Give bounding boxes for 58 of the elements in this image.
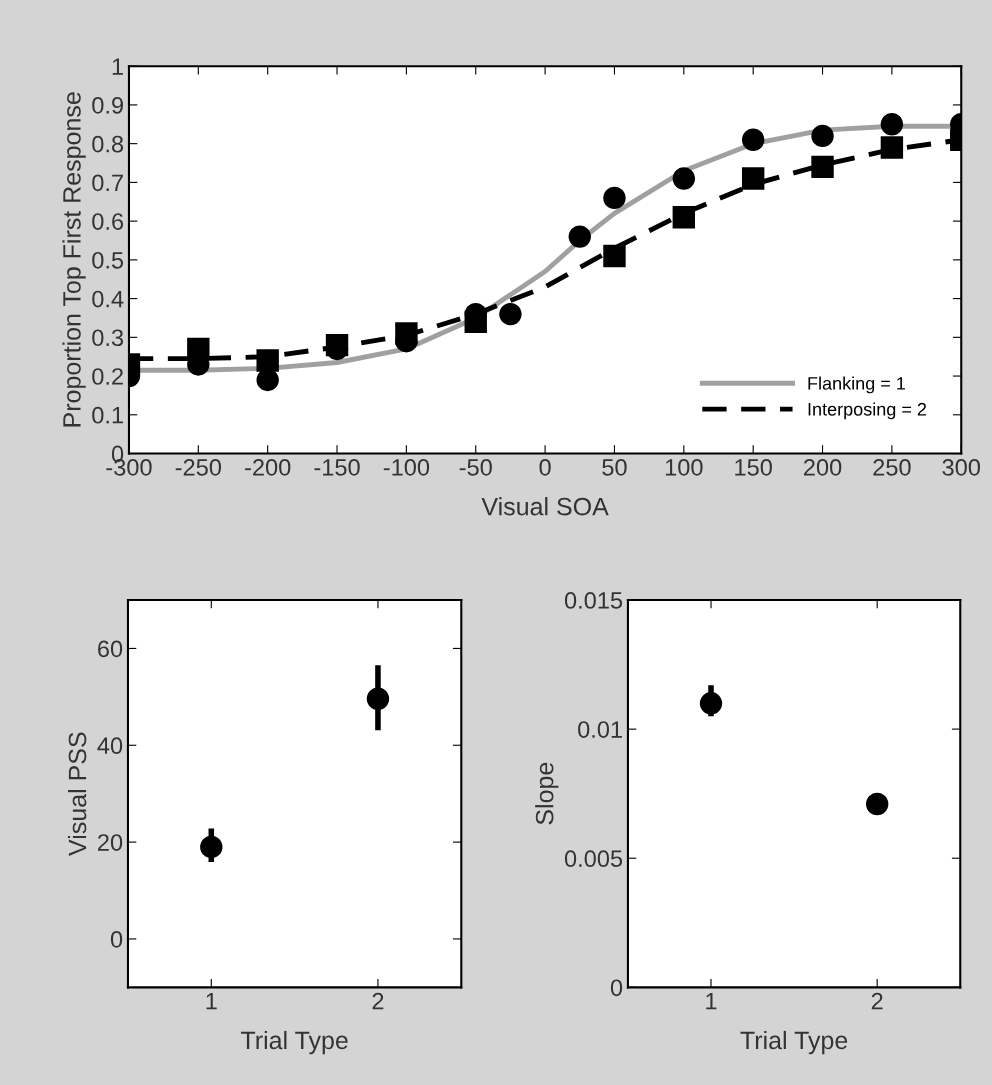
y-tick-label: 0.1: [92, 406, 123, 424]
point: [672, 206, 696, 229]
legend-label: Interposing = 2: [808, 402, 927, 420]
x-tick-label: 150: [735, 459, 772, 476]
y-tick-label: 0.7: [92, 174, 123, 192]
point: [672, 167, 696, 190]
x-tick-label: -50: [459, 459, 492, 476]
x-tick-label: 200: [804, 459, 842, 476]
x-tick-label: -250: [175, 459, 222, 476]
point: [568, 225, 591, 248]
x-tick-label: 2: [372, 992, 384, 1010]
point: [187, 337, 210, 361]
y-tick-label: 20: [98, 834, 123, 851]
point: [256, 349, 279, 372]
legend-label: Flanking = 1: [808, 376, 905, 394]
point: [499, 302, 522, 326]
x-tick-label: -150: [314, 459, 360, 476]
y-tick-label: 60: [98, 640, 123, 658]
x-tick-label: -100: [383, 459, 430, 476]
y-tick-label: 0.6: [92, 213, 124, 230]
y-tick-label: 0.015: [564, 592, 623, 609]
x-tick-label: 1: [206, 993, 217, 1010]
x-tick-label: 1: [706, 993, 717, 1010]
x-tick-label: 250: [873, 459, 911, 476]
x-tick-label: -200: [245, 459, 291, 476]
point: [464, 310, 487, 334]
x-tick-label: 100: [665, 459, 703, 476]
y-tick-label: 0.01: [578, 721, 622, 738]
point: [741, 167, 765, 190]
point: [395, 322, 418, 345]
point: [811, 124, 834, 148]
y-axis-title: Slope: [535, 762, 559, 825]
x-tick-label: 2: [871, 992, 883, 1010]
point: [811, 155, 834, 179]
x-axis-title: Trial Type: [241, 1030, 348, 1055]
y-tick-label: 0.8: [92, 135, 124, 153]
y-tick-label: 0.5: [92, 251, 124, 269]
point: [880, 113, 904, 136]
y-tick-label: 40: [97, 737, 123, 755]
y-tick-label: 1: [112, 58, 123, 75]
y-tick-label: 0: [110, 931, 123, 948]
x-axis-title: Visual SOA: [481, 497, 609, 516]
y-tick-label: 0: [610, 979, 623, 997]
x-tick-label: 50: [602, 459, 627, 476]
x-tick-label: 0: [539, 459, 551, 476]
y-tick-label: 0.4: [92, 290, 124, 308]
y-tick-label: 0.9: [92, 96, 123, 114]
y-axis-title: Proportion Top First Response: [62, 92, 86, 427]
x-axis-title: Trial Type: [740, 1030, 848, 1055]
point: [880, 136, 904, 159]
y-tick-label: 0.3: [92, 329, 124, 347]
point: [603, 186, 626, 210]
y-tick-label: 0.005: [564, 850, 623, 868]
y-axis-title: Visual PSS: [67, 732, 87, 856]
point: [741, 128, 765, 151]
y-tick-label: 0.2: [92, 368, 123, 385]
point: [603, 244, 626, 268]
x-tick-label: 300: [942, 459, 981, 476]
